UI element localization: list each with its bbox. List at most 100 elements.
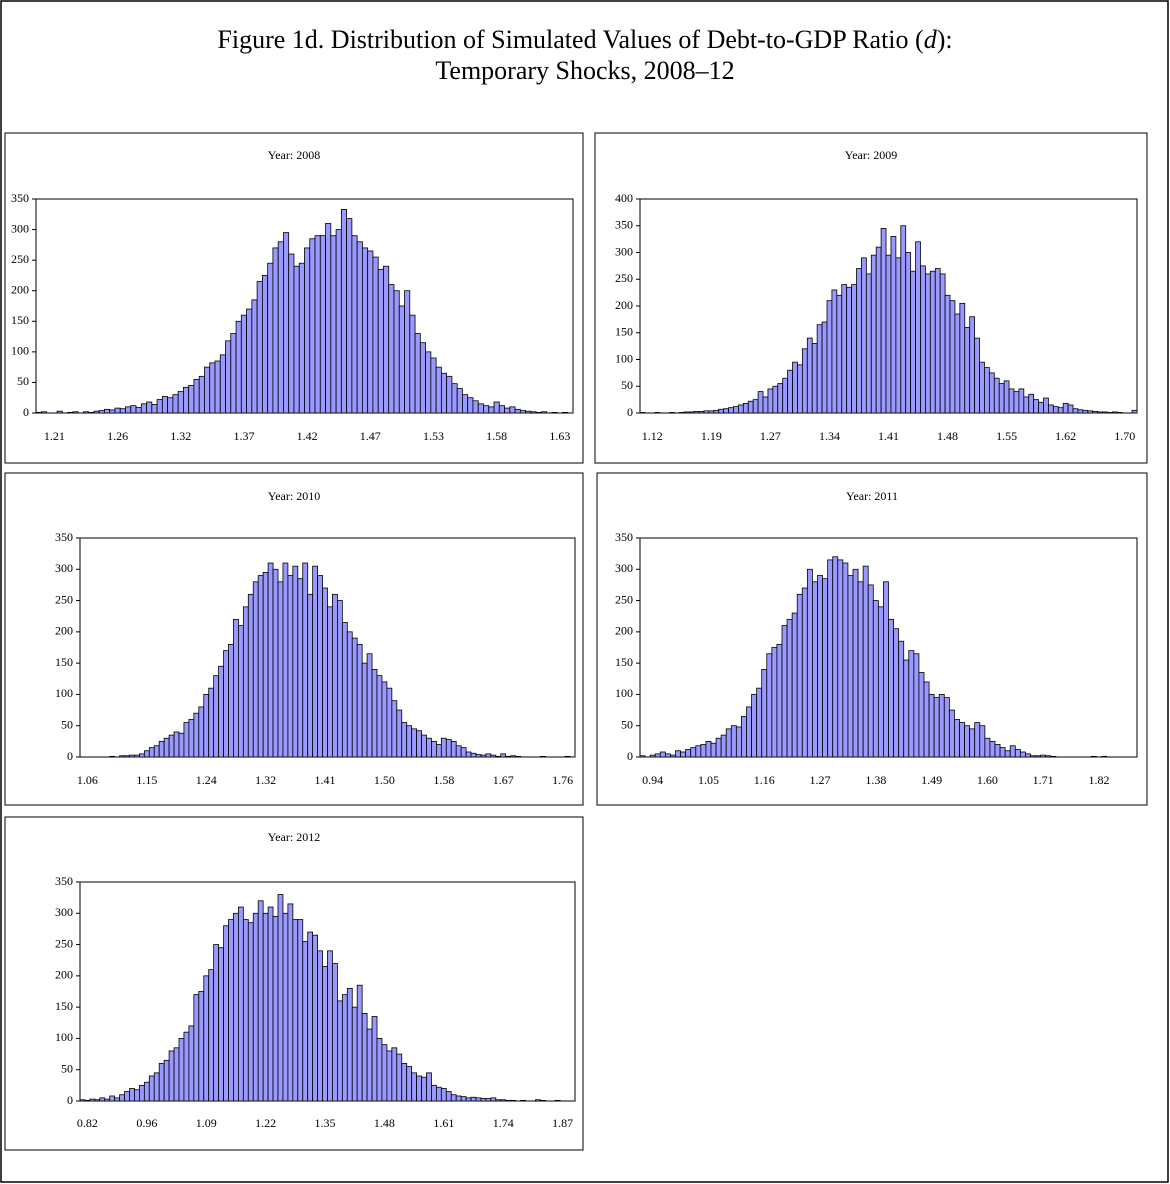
- bar: [366, 1028, 373, 1102]
- bar: [460, 1096, 467, 1102]
- bar: [401, 722, 408, 758]
- bar: [857, 581, 864, 758]
- bar: [728, 407, 734, 414]
- bar: [485, 1098, 492, 1102]
- bar: [994, 744, 1001, 758]
- bar: [148, 747, 155, 758]
- bar: [322, 966, 328, 1102]
- bar: [257, 900, 264, 1102]
- bar: [477, 403, 484, 414]
- bar: [346, 631, 353, 758]
- bar: [862, 565, 869, 758]
- bar: [256, 281, 263, 414]
- bar: [172, 394, 179, 414]
- bar: [831, 289, 838, 414]
- bar: [393, 290, 400, 414]
- bar: [525, 410, 532, 414]
- bar: [119, 755, 125, 758]
- bar: [297, 919, 304, 1102]
- bar: [741, 715, 747, 758]
- bar: [708, 410, 715, 414]
- bar: [298, 262, 305, 414]
- bar: [163, 737, 170, 758]
- bar: [129, 754, 135, 758]
- bar: [178, 732, 185, 758]
- bar: [842, 562, 849, 758]
- bar: [786, 618, 793, 758]
- bar: [386, 687, 393, 758]
- bar: [267, 562, 274, 758]
- bar: [510, 1099, 516, 1102]
- y-tick-label: 150: [55, 999, 73, 1013]
- y-tick-label: 400: [615, 191, 633, 205]
- bar: [252, 581, 259, 758]
- bar: [317, 950, 323, 1102]
- bar: [964, 326, 971, 414]
- bar: [430, 357, 437, 414]
- bar: [336, 1000, 343, 1102]
- bar: [223, 650, 229, 758]
- bar: [40, 411, 47, 414]
- bar: [846, 286, 852, 414]
- bar: [1023, 396, 1030, 414]
- x-tick-label: 1.48: [937, 429, 958, 443]
- bar: [398, 305, 405, 414]
- bar: [723, 408, 729, 414]
- bar: [361, 662, 368, 758]
- bar: [431, 740, 437, 758]
- bar: [183, 1031, 190, 1102]
- bar: [366, 653, 373, 758]
- bar: [908, 650, 915, 758]
- bar: [880, 228, 887, 414]
- bar: [493, 401, 500, 414]
- x-tick-label: 1.82: [1088, 773, 1109, 787]
- bar: [252, 912, 259, 1102]
- bar: [262, 912, 269, 1102]
- bar: [929, 270, 936, 414]
- y-tick-label: 100: [615, 686, 633, 700]
- bar: [1092, 410, 1099, 414]
- bar: [84, 1099, 91, 1102]
- bar: [811, 343, 818, 414]
- bar: [485, 753, 492, 758]
- bar: [411, 1072, 417, 1102]
- bar: [167, 397, 174, 414]
- bar: [336, 600, 343, 758]
- bar: [910, 270, 916, 414]
- bar: [747, 400, 754, 414]
- bar: [715, 737, 722, 758]
- bar: [277, 581, 284, 758]
- bar: [535, 411, 542, 414]
- bar: [837, 559, 844, 758]
- bar: [104, 1098, 111, 1102]
- bar: [738, 404, 744, 414]
- bar: [302, 941, 309, 1102]
- bar: [1050, 755, 1057, 758]
- bar: [1082, 409, 1089, 414]
- bar: [1045, 755, 1052, 758]
- bar: [257, 575, 264, 758]
- bar: [1030, 755, 1036, 758]
- bar: [877, 606, 884, 758]
- bar: [302, 562, 309, 758]
- bar: [419, 342, 426, 414]
- chart-title: Year: 2009: [845, 148, 897, 162]
- bar: [688, 411, 695, 414]
- bar: [925, 273, 931, 414]
- bar: [1052, 406, 1059, 414]
- bar: [272, 568, 279, 758]
- bar: [228, 919, 234, 1102]
- bar: [135, 407, 142, 414]
- x-tick-label: 1.62: [1055, 429, 1076, 443]
- bar: [1003, 380, 1010, 414]
- bar: [140, 403, 147, 414]
- y-tick-label: 300: [11, 221, 29, 235]
- bar: [99, 1097, 106, 1102]
- x-tick-label: 1.38: [865, 773, 886, 787]
- bar: [718, 408, 725, 414]
- bar: [639, 755, 646, 758]
- bar: [435, 366, 442, 414]
- bar: [242, 606, 249, 758]
- bar: [450, 1094, 457, 1102]
- y-tick-label: 250: [11, 252, 29, 266]
